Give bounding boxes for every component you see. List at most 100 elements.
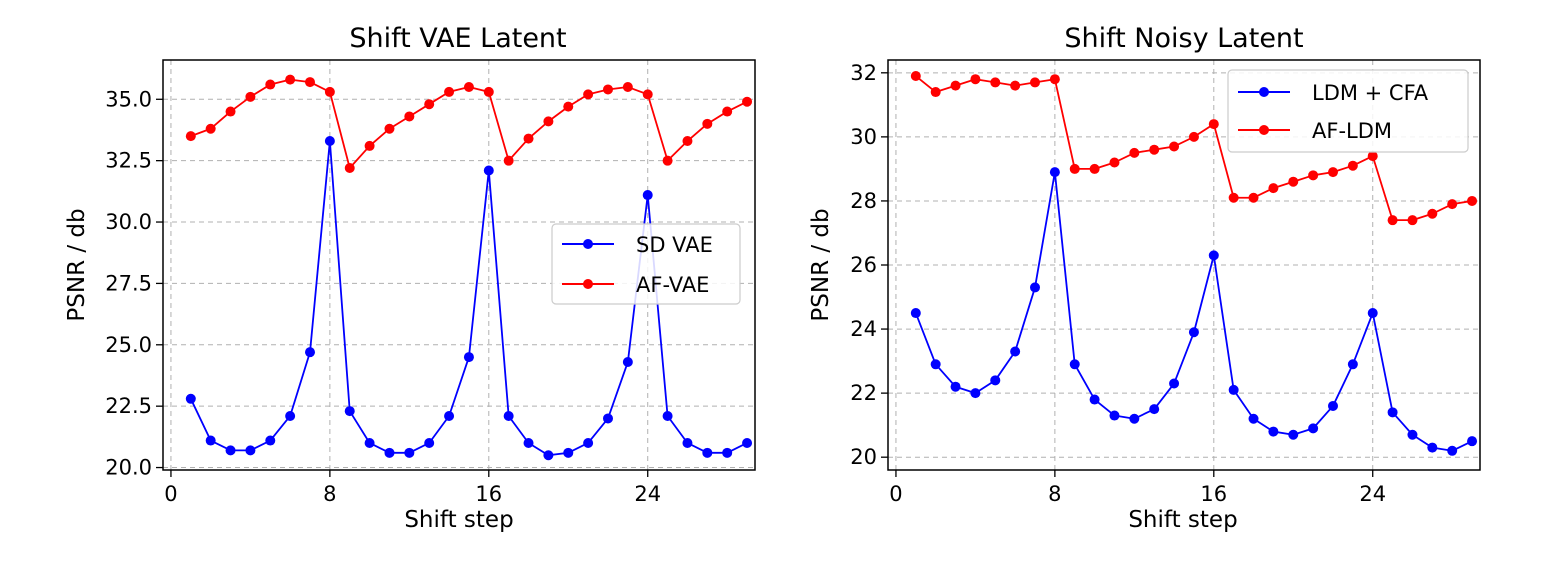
data-point-af-ldm (1467, 195, 1478, 206)
legend: LDM + CFA AF-LDM (1227, 69, 1469, 153)
chart-title: Shift VAE Latent (349, 23, 566, 54)
data-point-af-vae (245, 91, 256, 102)
data-point-af-ldm (1030, 77, 1041, 88)
data-point-sd-vae (543, 450, 554, 461)
plot-frame (162, 59, 756, 471)
data-point-sd-vae (622, 356, 633, 367)
legend-label-ldm-cfa: LDM + CFA (1312, 81, 1429, 105)
data-point-af-ldm (1427, 208, 1438, 219)
series-line-af-vae (190, 78, 748, 169)
data-point-af-ldm (1327, 167, 1338, 178)
axis-ticks: 0 8 16 24 20 22 24 26 28 30 32 (850, 61, 1386, 506)
data-point-af-ldm (930, 87, 941, 98)
data-point-af-vae (543, 116, 554, 127)
y-tick-label: 30 (850, 125, 877, 149)
data-point-af-ldm (1407, 215, 1418, 226)
data-point-sd-vae (205, 435, 216, 446)
x-tick-label: 24 (634, 482, 661, 506)
data-point-af-vae (583, 89, 594, 100)
legend-label-af-vae: AF-VAE (636, 273, 709, 297)
chart-title: Shift Noisy Latent (1064, 23, 1303, 54)
legend-marker-ldm-cfa (1259, 87, 1269, 97)
data-point-ldm-cfa (1467, 436, 1478, 447)
data-point-af-ldm (950, 80, 961, 91)
data-point-ldm-cfa (990, 375, 1001, 386)
y-tick-label: 28 (850, 189, 877, 213)
data-point-af-vae (602, 84, 613, 95)
y-tick-label: 22.5 (105, 394, 152, 418)
x-tick-label: 16 (1200, 482, 1227, 506)
y-tick-label: 27.5 (105, 271, 152, 295)
data-point-sd-vae (662, 410, 673, 421)
data-point-sd-vae (702, 447, 713, 458)
data-point-af-vae (463, 82, 474, 93)
data-point-af-ldm (1010, 80, 1021, 91)
data-point-af-vae (305, 77, 316, 88)
data-point-af-ldm (1149, 144, 1160, 155)
data-point-ldm-cfa (1069, 359, 1080, 370)
legend-marker-af-vae (583, 279, 593, 289)
data-point-sd-vae (285, 410, 296, 421)
data-point-ldm-cfa (1228, 384, 1239, 395)
data-point-sd-vae (324, 136, 335, 147)
data-point-af-ldm (970, 74, 981, 85)
y-tick-label: 30.0 (105, 210, 152, 234)
data-point-ldm-cfa (1109, 410, 1120, 421)
data-point-sd-vae (245, 445, 256, 456)
data-point-sd-vae (742, 437, 753, 448)
data-point-ldm-cfa (1169, 378, 1180, 389)
data-point-ldm-cfa (1248, 413, 1259, 424)
data-point-sd-vae (404, 447, 415, 458)
data-point-ldm-cfa (1149, 404, 1160, 415)
data-point-ldm-cfa (930, 359, 941, 370)
data-point-af-vae (424, 99, 435, 110)
data-point-af-vae (483, 86, 494, 97)
data-point-af-ldm (1109, 157, 1120, 168)
data-point-af-ldm (1268, 183, 1279, 194)
y-tick-label: 26 (850, 253, 877, 277)
data-point-sd-vae (483, 165, 494, 176)
data-point-af-vae (285, 74, 296, 85)
data-point-af-vae (563, 101, 574, 112)
x-tick-label: 8 (323, 482, 336, 506)
data-point-ldm-cfa (1427, 442, 1438, 453)
data-point-af-vae (404, 111, 415, 122)
data-point-sd-vae (503, 410, 514, 421)
x-axis-label: Shift step (1128, 507, 1237, 533)
data-point-ldm-cfa (1447, 445, 1458, 456)
data-point-ldm-cfa (1327, 400, 1338, 411)
x-tick-label: 8 (1048, 482, 1061, 506)
data-point-af-vae (702, 118, 713, 129)
data-point-sd-vae (225, 445, 236, 456)
data-point-af-ldm (1387, 215, 1398, 226)
y-tick-label: 24 (850, 317, 877, 341)
data-point-af-vae (265, 79, 276, 90)
data-point-ldm-cfa (950, 381, 961, 392)
y-tick-label: 25.0 (105, 333, 152, 357)
legend-label-af-ldm: AF-LDM (1312, 119, 1392, 143)
data-point-af-ldm (1347, 160, 1358, 171)
data-point-sd-vae (602, 413, 613, 424)
axis-ticks: 0 8 16 24 20.0 22.5 25.0 27.5 30.0 32.5 35.0 (105, 87, 661, 506)
x-tick-label: 24 (1359, 482, 1386, 506)
chart-shift-noisy-latent: Shift Noisy Latent 0 8 16 2420222426283032 … (808, 23, 1481, 533)
data-point-ldm-cfa (1188, 327, 1199, 338)
data-point-sd-vae (642, 190, 653, 201)
data-point-af-ldm (990, 77, 1001, 88)
data-point-af-ldm (1367, 151, 1378, 162)
data-point-af-vae (364, 140, 375, 151)
data-point-sd-vae (682, 437, 693, 448)
data-point-sd-vae (185, 393, 196, 404)
data-point-af-ldm (1308, 170, 1319, 181)
data-point-af-vae (225, 106, 236, 117)
data-point-ldm-cfa (1089, 394, 1100, 405)
data-point-af-vae (324, 86, 335, 97)
data-point-af-ldm (1049, 74, 1060, 85)
data-point-af-ldm (910, 71, 921, 82)
series-line-ldm-cfa (914, 171, 1473, 452)
data-point-af-ldm (1129, 147, 1140, 158)
data-point-af-vae (503, 155, 514, 166)
series-markers (185, 74, 753, 461)
x-tick-label: 16 (475, 482, 502, 506)
